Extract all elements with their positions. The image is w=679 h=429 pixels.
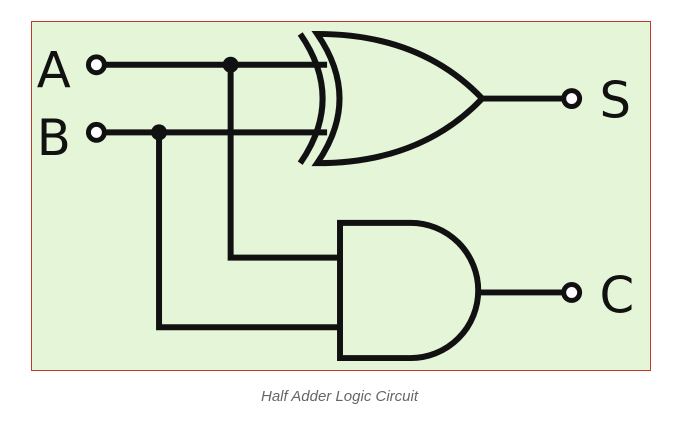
xor-gate <box>311 30 487 167</box>
wire-a-branch <box>227 64 341 261</box>
junction-a <box>222 56 239 73</box>
output-label-c: C <box>600 266 635 324</box>
input-label-b: B <box>37 109 71 167</box>
input-label-a: A <box>37 42 71 100</box>
output-label-s: S <box>600 71 632 129</box>
and-gate <box>337 219 482 362</box>
circuit-diagram: A B S C <box>31 21 651 371</box>
xor-gate-back-curve <box>297 32 326 165</box>
junction-b <box>151 124 167 141</box>
terminal-b <box>85 121 107 143</box>
figure-caption: Half Adder Logic Circuit <box>260 388 418 405</box>
terminal-c <box>561 282 583 303</box>
wire-b-branch <box>156 132 341 331</box>
circuit-svg: A B S C <box>37 30 635 362</box>
terminal-a <box>85 54 107 76</box>
terminal-s <box>561 88 583 109</box>
